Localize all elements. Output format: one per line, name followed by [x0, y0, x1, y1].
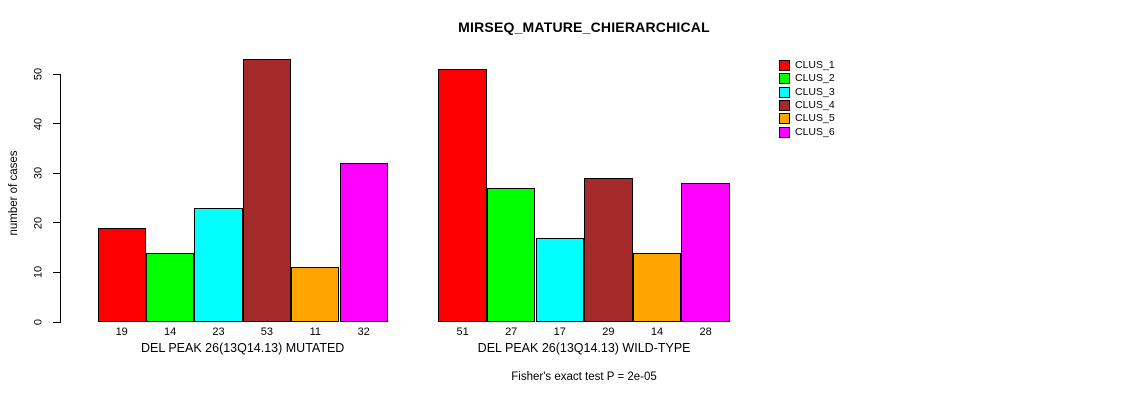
- legend-label: CLUS_3: [795, 85, 835, 98]
- y-tick: [53, 222, 60, 224]
- bar-group0-clus_3: [194, 207, 243, 322]
- bar-value-label: 32: [357, 326, 370, 338]
- legend-item-clus_5: CLUS_5: [779, 112, 835, 125]
- bar-group0-clus_1: [97, 227, 146, 322]
- legend-swatch-icon: [779, 113, 790, 125]
- fisher-test-annotation: Fisher's exact test P = 2e-05: [511, 371, 657, 383]
- y-axis-line: [60, 74, 61, 323]
- legend-swatch-icon: [779, 86, 790, 98]
- bar-group0-clus_2: [145, 252, 195, 322]
- bar-group1-clus_6: [681, 183, 730, 322]
- y-tick: [53, 172, 60, 174]
- bar-value-label: 27: [505, 326, 518, 338]
- y-tick: [53, 123, 60, 125]
- y-tick: [53, 73, 60, 75]
- bar-value-label: 19: [115, 326, 128, 338]
- bar-group1-clus_5: [632, 252, 682, 322]
- legend-item-clus_4: CLUS_4: [779, 99, 835, 112]
- bar-value-label: 53: [260, 326, 274, 338]
- group-label-mutated: DEL PEAK 26(13Q14.13) MUTATED: [141, 341, 345, 355]
- legend-label: CLUS_5: [795, 112, 835, 125]
- legend-label: CLUS_2: [795, 72, 835, 85]
- y-tick-label: 20: [32, 216, 45, 229]
- bar-value-label: 11: [309, 326, 321, 338]
- bar-value-label: 17: [553, 326, 566, 338]
- y-tick-label: 10: [32, 266, 45, 279]
- bar-value-label: 23: [212, 326, 225, 338]
- legend-item-clus_3: CLUS_3: [779, 86, 835, 99]
- y-tick-label: 30: [32, 167, 45, 180]
- bar-value-label: 14: [650, 326, 664, 338]
- bar-value-label: 29: [602, 326, 615, 338]
- legend-label: CLUS_4: [795, 99, 835, 112]
- y-axis-label: number of cases: [8, 150, 20, 236]
- bar-group0-clus_6: [339, 163, 388, 322]
- legend-item-clus_1: CLUS_1: [779, 59, 835, 72]
- bar-group0-clus_4: [242, 59, 292, 322]
- legend-swatch-icon: [779, 126, 790, 138]
- bar-value-label: 28: [699, 326, 712, 338]
- chart-title: MIRSEQ_MATURE_CHIERARCHICAL: [458, 19, 710, 35]
- legend-swatch-icon: [779, 60, 790, 72]
- bar-value-label: 14: [163, 326, 177, 338]
- bar-value-label: 51: [456, 326, 469, 338]
- bar-group1-clus_2: [486, 188, 536, 322]
- bar-group0-clus_5: [291, 267, 340, 322]
- bar-group1-clus_4: [584, 178, 633, 322]
- y-tick-label: 0: [32, 318, 45, 326]
- y-tick: [53, 271, 60, 273]
- legend-swatch-icon: [779, 73, 790, 85]
- legend-item-clus_6: CLUS_6: [779, 125, 835, 138]
- group-label-wild-type: DEL PEAK 26(13Q14.13) WILD-TYPE: [477, 341, 691, 355]
- legend: CLUS_1 CLUS_2 CLUS_3 CLUS_4 CLUS_5 CLUS_6: [779, 59, 835, 139]
- bar-group1-clus_1: [438, 69, 487, 322]
- legend-item-clus_2: CLUS_2: [779, 72, 835, 85]
- y-tick: [53, 321, 60, 323]
- y-tick-label: 40: [32, 117, 45, 130]
- legend-label: CLUS_6: [795, 125, 835, 138]
- bar-group1-clus_3: [535, 237, 585, 322]
- legend-label: CLUS_1: [795, 59, 835, 72]
- legend-swatch-icon: [779, 100, 790, 112]
- y-tick-label: 50: [32, 67, 45, 81]
